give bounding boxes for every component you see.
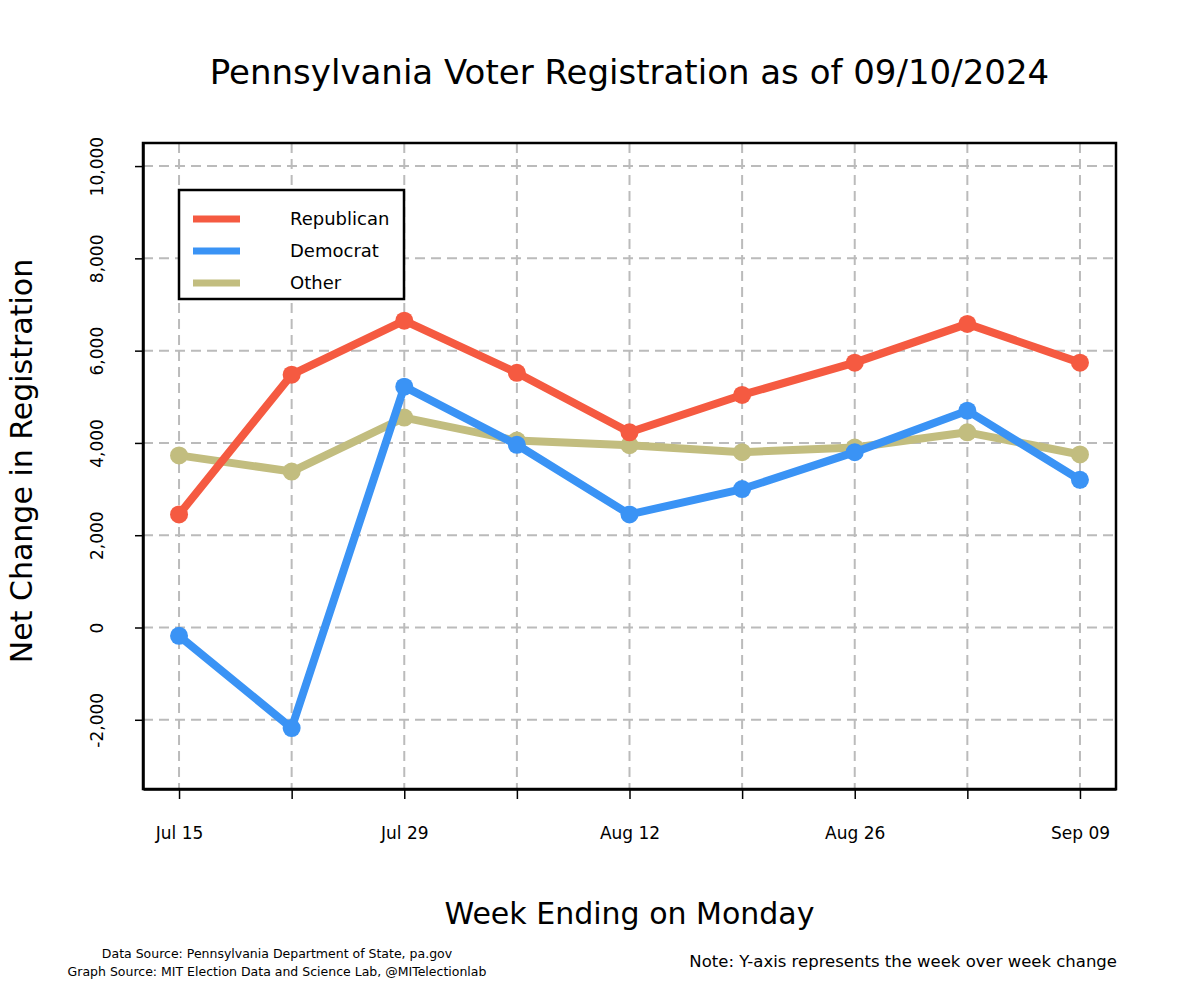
legend: Republican Democrat Other — [179, 190, 404, 299]
tick: 8,000 — [87, 235, 143, 284]
tick-label: 10,000 — [87, 137, 107, 196]
series-line — [179, 418, 1080, 472]
grid-line — [629, 143, 631, 789]
tick-mark — [135, 350, 143, 352]
point — [1071, 354, 1089, 372]
chart: -2,00002,0004,0006,0008,00010,000Jul 15J… — [0, 0, 1190, 1000]
plot-area — [170, 312, 1089, 737]
legend-label: Republican — [290, 208, 389, 229]
tick-label: Jul 15 — [155, 823, 204, 843]
tick: Jul 29 — [380, 789, 429, 843]
point — [846, 354, 864, 372]
tick-label: Aug 12 — [600, 823, 660, 843]
legend-swatch — [193, 248, 240, 255]
grid-line — [1079, 143, 1081, 789]
tick-label: 0 — [87, 623, 107, 634]
point — [621, 505, 639, 523]
tick-mark — [1080, 789, 1082, 799]
tick-label: Sep 09 — [1051, 823, 1110, 843]
tick: 6,000 — [87, 327, 143, 376]
x-axis-title: Week Ending on Monday — [444, 896, 814, 931]
tick-mark — [135, 720, 143, 722]
tick-label: Aug 26 — [825, 823, 885, 843]
tick: Jul 15 — [155, 789, 204, 843]
tick-label: 4,000 — [87, 419, 107, 468]
legend-label: Other — [290, 272, 342, 293]
point — [958, 423, 976, 441]
tick-label: 8,000 — [87, 235, 107, 284]
axis-line — [142, 144, 145, 790]
title: Pennsylvania Voter Registration as of 09… — [210, 52, 1049, 92]
point — [733, 443, 751, 461]
tick-mark — [742, 789, 744, 799]
tick-label: Jul 29 — [380, 823, 429, 843]
tick-mark — [404, 789, 406, 799]
grid — [143, 143, 1116, 789]
point — [733, 386, 751, 404]
tick: Sep 09 — [1051, 789, 1110, 843]
y-axis: -2,000 0 2,000 4,000 6,000 8,000 10,000 — [87, 137, 144, 790]
source: Data Source: Pennsylvania Department of … — [102, 946, 453, 961]
tick-mark — [135, 535, 143, 537]
point — [1071, 445, 1089, 463]
tick-mark — [629, 789, 631, 799]
series — [170, 312, 1089, 524]
tick-mark — [135, 258, 143, 260]
point — [1071, 471, 1089, 489]
series — [170, 378, 1089, 737]
series-line — [179, 321, 1080, 515]
point — [283, 463, 301, 481]
tick — [292, 789, 293, 799]
tick — [742, 789, 743, 799]
point — [958, 402, 976, 420]
point — [508, 436, 526, 454]
point — [395, 312, 413, 330]
plot-frame — [143, 143, 1116, 789]
legend-swatch — [193, 216, 240, 223]
point — [170, 627, 188, 645]
legend-swatch — [193, 280, 240, 287]
point — [846, 443, 864, 461]
tick-label: 2,000 — [87, 511, 107, 560]
tick: 2,000 — [87, 511, 143, 560]
tick-mark — [135, 166, 143, 168]
point — [958, 315, 976, 333]
source: Graph Source: MIT Election Data and Scie… — [68, 964, 487, 979]
grid-line — [854, 143, 856, 789]
legend-box — [179, 190, 404, 299]
tick-label: 6,000 — [87, 327, 107, 376]
tick-mark — [135, 443, 143, 445]
tick: -2,000 — [87, 693, 143, 748]
tick-mark — [854, 789, 856, 799]
tick: 10,000 — [87, 137, 143, 196]
legend-label: Democrat — [290, 240, 379, 261]
y-axis-title: Net Change in Registration — [4, 259, 39, 663]
point — [283, 366, 301, 384]
point — [733, 480, 751, 498]
tick — [517, 789, 518, 799]
point — [621, 423, 639, 441]
note: Note: Y-axis represents the week over we… — [689, 952, 1117, 971]
tick-mark — [291, 789, 293, 799]
grid-line — [966, 143, 968, 789]
tick: 4,000 — [87, 419, 143, 468]
point — [170, 446, 188, 464]
series-line — [179, 387, 1080, 728]
grid-line — [741, 143, 743, 789]
tick-mark — [135, 627, 143, 629]
tick-mark — [179, 789, 181, 799]
tick-mark — [967, 789, 969, 799]
tick — [967, 789, 968, 799]
point — [508, 364, 526, 382]
tick-mark — [517, 789, 519, 799]
x-axis: Jul 15 Jul 29 Aug 12 Aug 26 Sep 09 — [144, 789, 1117, 843]
point — [170, 505, 188, 523]
tick: Aug 12 — [600, 789, 660, 843]
grid-line — [516, 143, 518, 789]
tick: Aug 26 — [825, 789, 885, 843]
tick-label: -2,000 — [87, 693, 107, 748]
tick: 0 — [87, 623, 143, 634]
point — [395, 378, 413, 396]
point — [283, 719, 301, 737]
